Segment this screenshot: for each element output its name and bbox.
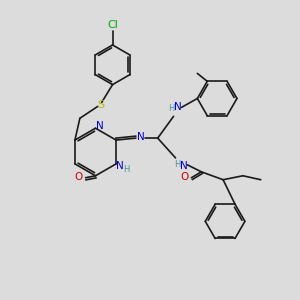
Text: N: N [116, 161, 124, 171]
Text: S: S [97, 100, 104, 110]
Text: H: H [168, 104, 175, 113]
Text: H: H [174, 160, 181, 169]
Text: N: N [180, 161, 187, 171]
Text: O: O [180, 172, 189, 182]
Text: O: O [74, 172, 83, 182]
Text: N: N [137, 132, 145, 142]
Text: H: H [123, 165, 129, 174]
Text: N: N [174, 102, 182, 112]
Text: N: N [96, 121, 103, 131]
Text: Cl: Cl [107, 20, 118, 30]
